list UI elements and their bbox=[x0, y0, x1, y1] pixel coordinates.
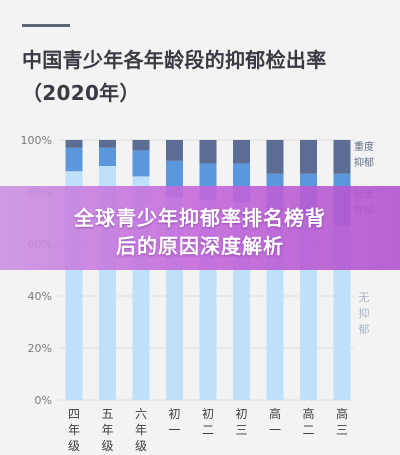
y-axis-labels: 0%20%40%60%80%100% bbox=[21, 134, 52, 407]
x-axis-category-label: 高一 bbox=[266, 406, 284, 438]
x-axis-category-label: 高三 bbox=[333, 406, 351, 438]
x-axis-label-char: 级 bbox=[134, 439, 147, 453]
bar-segment-mild bbox=[99, 147, 116, 166]
overlay-title-line-2: 后的原因深度解析 bbox=[116, 234, 284, 258]
y-axis-tick-label: 20% bbox=[28, 342, 52, 355]
x-axis-label-char: 一 bbox=[168, 423, 181, 437]
x-axis-category-label: 四年级 bbox=[65, 406, 83, 454]
y-axis-tick-label: 40% bbox=[28, 290, 52, 303]
x-axis-category-label: 六年级 bbox=[132, 406, 150, 454]
x-axis-label-char: 三 bbox=[235, 423, 248, 437]
bar-segment-severe bbox=[99, 140, 116, 148]
x-axis-label-char: 初 bbox=[168, 407, 181, 421]
overlay-title-line-1: 全球青少年抑郁率排名榜背 bbox=[74, 206, 326, 230]
bar-segment-severe bbox=[233, 140, 250, 164]
title-accent-line bbox=[22, 24, 70, 27]
x-axis-label-char: 高 bbox=[268, 407, 281, 421]
bar-segment-severe bbox=[300, 140, 317, 174]
series-label-none: 无 bbox=[359, 291, 370, 304]
x-axis-label-char: 二 bbox=[201, 423, 214, 437]
bar-segment-severe bbox=[132, 140, 150, 151]
bar-segment-severe bbox=[266, 140, 284, 174]
bar-segment-severe bbox=[333, 140, 351, 174]
overlay-banner bbox=[0, 186, 400, 270]
x-axis-label-char: 一 bbox=[268, 423, 281, 437]
x-axis-label-char: 级 bbox=[101, 439, 114, 453]
bar-segment-severe bbox=[166, 140, 183, 161]
y-axis-tick-label: 0% bbox=[35, 394, 52, 407]
series-label-severe: 重度 bbox=[354, 140, 374, 153]
bar-segment-mild bbox=[65, 147, 83, 172]
x-axis-label-char: 年 bbox=[67, 423, 80, 437]
x-axis-label-char: 年 bbox=[101, 423, 114, 437]
series-label-severe: 抑郁 bbox=[354, 156, 374, 169]
y-axis-tick-label: 100% bbox=[21, 134, 52, 147]
x-axis-category-label: 初二 bbox=[199, 406, 217, 438]
bar-stacks bbox=[65, 140, 351, 400]
series-label-none: 郁 bbox=[359, 322, 370, 336]
x-axis-label-char: 初 bbox=[201, 407, 214, 421]
x-axis-label-char: 二 bbox=[302, 423, 315, 437]
x-axis-label-char: 级 bbox=[67, 439, 80, 453]
bar-segment-mild bbox=[132, 150, 150, 177]
x-axis-label-char: 六 bbox=[134, 407, 147, 421]
x-axis-label-char: 四 bbox=[67, 407, 80, 421]
chart-title: 中国青少年各年龄段的抑郁检出率（2020年） bbox=[22, 48, 327, 105]
bar-segment-severe bbox=[199, 140, 217, 164]
x-axis-label-char: 高 bbox=[335, 407, 348, 421]
x-axis-label-char: 高 bbox=[302, 407, 315, 421]
x-axis-category-label: 初一 bbox=[166, 406, 184, 438]
series-label-none: 抑 bbox=[359, 306, 370, 320]
bar-segment-severe bbox=[65, 140, 83, 148]
x-axis-label-char: 五 bbox=[101, 407, 114, 421]
x-axis-category-label: 高二 bbox=[300, 406, 318, 438]
x-axis-label-char: 三 bbox=[335, 423, 348, 437]
x-axis-label-char: 年 bbox=[134, 423, 147, 437]
x-axis-category-label: 初三 bbox=[233, 406, 251, 438]
x-axis-category-label: 五年级 bbox=[99, 406, 117, 454]
x-axis-label-char: 初 bbox=[235, 407, 248, 421]
